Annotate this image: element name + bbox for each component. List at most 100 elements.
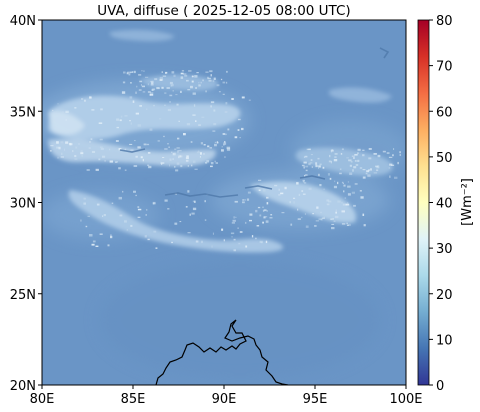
cloud-speckle	[237, 227, 239, 229]
cloud-speckle	[78, 143, 80, 145]
cloud-speckle	[388, 156, 393, 158]
map-title: UVA, diffuse ( 2025-12-05 08:00 UTC)	[97, 3, 350, 19]
x-axis: 80E 85E 90E 95E 100E	[30, 385, 423, 407]
cloud-speckle	[211, 245, 213, 248]
cloud-speckle	[86, 169, 90, 171]
cloud-speckle	[262, 206, 264, 208]
colorbar-tick-label: 30	[436, 242, 453, 257]
colorbar-tick-label: 10	[436, 333, 453, 348]
cloud-speckle	[187, 89, 191, 91]
cloud-speckle	[140, 156, 143, 159]
cloud-speckle	[100, 147, 104, 150]
cloud-speckle	[109, 148, 111, 151]
cloud-speckle	[281, 212, 285, 214]
cloud-speckle	[343, 190, 345, 193]
cloud-speckle	[139, 105, 142, 107]
cloud-speckle	[306, 148, 309, 151]
cloud-speckle	[264, 216, 268, 218]
cloud-speckle	[237, 129, 240, 131]
cloud-speckle	[184, 75, 188, 77]
cloud-speckle	[168, 146, 170, 148]
cloud-speckle	[397, 161, 399, 165]
cloud-speckle	[126, 72, 129, 75]
cloud-speckle	[178, 120, 180, 122]
cloud-speckle	[52, 109, 54, 111]
cloud-speckle	[263, 216, 266, 219]
cloud-speckle	[375, 165, 378, 168]
cloud-speckle	[317, 157, 320, 160]
cloud-speckle	[231, 236, 233, 238]
cloud-speckle	[328, 200, 332, 203]
cloud-speckle	[233, 238, 236, 241]
cloud-speckle	[303, 166, 305, 169]
cloud-speckle	[233, 216, 235, 219]
cloud-speckle	[177, 137, 180, 140]
cloud-speckle	[57, 156, 59, 159]
cloud-speckle	[377, 165, 380, 168]
cloud-speckle	[221, 228, 224, 231]
cloud-speckle	[169, 158, 172, 161]
cloud-speckle	[340, 153, 343, 155]
cloud-speckle	[327, 173, 330, 176]
cloud-speckle	[221, 146, 223, 148]
coastline	[155, 319, 289, 385]
cloud-speckle	[234, 136, 238, 139]
cloud-speckle	[293, 197, 296, 199]
cloud-speckle	[137, 216, 141, 218]
cloud-speckle	[289, 201, 291, 204]
cloud-speckle	[399, 154, 401, 156]
cloud-speckle	[143, 143, 147, 146]
cloud-speckle	[206, 161, 208, 164]
cloud-speckle	[198, 84, 201, 86]
cloud-speckle	[135, 91, 137, 94]
cloud-speckle	[205, 161, 207, 164]
cloud-speckle	[147, 238, 150, 241]
cloud-speckle	[258, 189, 261, 191]
cloud-speckle	[231, 98, 234, 100]
cloud-speckle	[192, 207, 197, 211]
cloud-speckle	[196, 151, 201, 154]
cloud-speckle	[305, 225, 309, 228]
colorbar-tick-label: 20	[436, 288, 453, 303]
cloud-speckle	[297, 218, 301, 220]
cloud-speckle	[179, 155, 183, 158]
cloud-speckle	[199, 156, 201, 158]
cloud-speckle	[88, 147, 91, 149]
cloud-speckle	[176, 147, 180, 149]
cloud-speckle	[247, 191, 251, 194]
cloud-speckle	[353, 204, 356, 207]
cloud-speckle	[212, 130, 216, 132]
cloud-speckle	[65, 141, 69, 144]
cloud-speckle	[310, 159, 313, 161]
cloud-speckle	[346, 224, 349, 226]
cloud-speckle	[316, 206, 319, 209]
cloud-speckle	[357, 159, 360, 162]
cloud-speckle	[128, 74, 131, 76]
cloud-speckle	[80, 150, 83, 152]
cloud-speckle	[65, 110, 69, 113]
cloud-speckle	[392, 154, 394, 157]
cloud-speckle	[173, 74, 176, 77]
cloud-speckle	[216, 141, 219, 144]
cloud-speckle	[198, 124, 201, 126]
colorbar-ticks: 0 10 20 30 40 50 60 70 80	[429, 14, 453, 394]
cloud-speckle	[137, 146, 141, 149]
cloud-speckle	[238, 242, 241, 245]
cloud-speckle	[206, 160, 209, 163]
cloud-speckle	[166, 87, 170, 89]
cloud-speckle	[178, 155, 182, 158]
cloud-speckle	[354, 160, 356, 162]
cloud-speckle	[74, 155, 77, 158]
cloud-speckle	[274, 184, 278, 187]
cloud-speckle	[107, 244, 110, 247]
cloud-speckle	[191, 80, 194, 83]
cloud-speckle	[330, 161, 332, 164]
cloud-speckle	[117, 149, 120, 151]
cloud-speckle	[162, 75, 167, 77]
cloud-speckle	[330, 149, 334, 152]
cloud-speckle	[339, 168, 342, 170]
cloud-speckle	[85, 225, 88, 228]
cloud-speckle	[156, 87, 160, 90]
cloud-speckle	[362, 213, 365, 216]
